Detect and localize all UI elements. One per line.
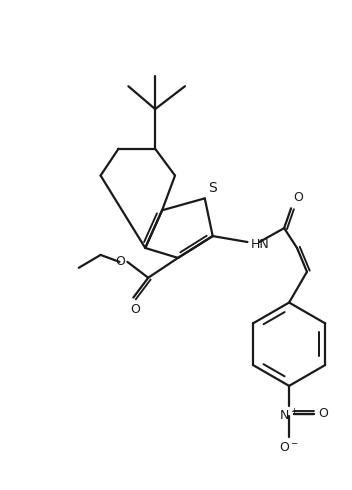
Text: O: O	[130, 302, 140, 316]
Text: O: O	[293, 191, 303, 204]
Text: O$^-$: O$^-$	[279, 441, 299, 454]
Text: N$^+$: N$^+$	[279, 409, 299, 424]
Text: S: S	[208, 181, 216, 196]
Text: HN: HN	[250, 238, 269, 250]
Text: O: O	[115, 255, 125, 269]
Text: O: O	[318, 407, 328, 420]
